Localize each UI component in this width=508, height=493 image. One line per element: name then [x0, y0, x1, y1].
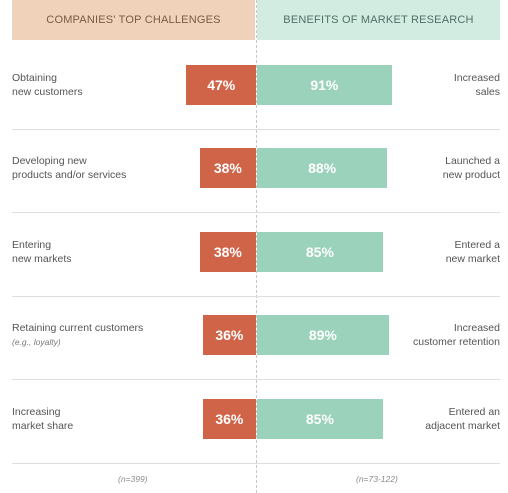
benefits-header: BENEFITS OF MARKET RESEARCH: [257, 0, 500, 40]
benefit-value-label: 85%: [305, 410, 334, 427]
benefit-value-label: 91%: [310, 76, 339, 93]
benefit-bar: 89%: [257, 315, 389, 356]
row-separator: [12, 462, 500, 464]
challenge-label: Increasing market share: [12, 405, 74, 432]
row-separator: [12, 128, 500, 130]
benefit-label: Increased customer retention: [413, 322, 500, 349]
challenge-value-label: 36%: [215, 327, 244, 344]
challenge-value-label: 36%: [215, 410, 244, 427]
challenges-sample-size: (n=399): [118, 474, 148, 484]
challenge-note: (e.g., loyalty): [12, 337, 61, 348]
challenge-bar: 38%: [199, 148, 256, 189]
challenge-label: Developing new products and/or services: [12, 155, 127, 182]
benefit-label: Launched a new product: [442, 155, 500, 182]
challenge-value-label: 38%: [213, 160, 242, 177]
row-separator: [12, 212, 500, 213]
challenges-header: COMPANIES' TOP CHALLENGES: [12, 0, 255, 40]
benefit-value-label: 85%: [305, 243, 334, 260]
benefit-label: Entered a new market: [445, 238, 500, 265]
challenge-label: Retaining current customers (e.g., loyalt…: [12, 321, 182, 349]
benefit-value-label: 88%: [308, 160, 337, 177]
benefit-label: Increased sales: [453, 71, 500, 98]
benefit-value-label: 89%: [308, 327, 337, 344]
benefit-bar: 85%: [257, 231, 383, 272]
benefit-bar: 91%: [257, 64, 392, 105]
row-separator: [12, 379, 500, 380]
benefit-bar: 85%: [257, 398, 383, 439]
benefits-sample-size: (n=73-122): [356, 474, 398, 484]
challenge-label: Obtaining new customers: [12, 71, 83, 98]
challenge-bar: 38%: [199, 231, 256, 272]
benefit-bar: 88%: [257, 148, 388, 189]
challenge-bar: 36%: [202, 315, 256, 356]
benefit-label: Entered an adjacent market: [425, 405, 500, 432]
challenge-value-label: 47%: [207, 76, 236, 93]
center-divider: [256, 0, 257, 493]
challenge-bar: 36%: [202, 398, 256, 439]
challenge-bar: 47%: [186, 64, 256, 105]
challenge-value-label: 38%: [213, 243, 242, 260]
challenge-label: Entering new markets: [12, 238, 72, 265]
row-separator: [12, 295, 500, 297]
